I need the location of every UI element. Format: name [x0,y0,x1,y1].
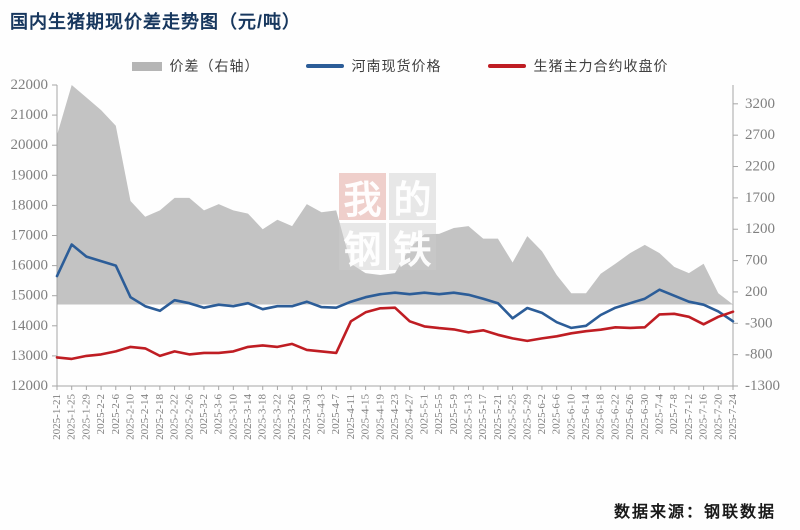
x-axis-date-label: 2025-1-21 [51,394,63,440]
chart-title: 国内生猪期现价差走势图（元/吨） [10,12,301,32]
left-axis-tick-label: 13000 [11,348,49,364]
x-axis-date-label: 2025-6-18 [595,394,607,440]
x-axis-date-label: 2025-6-30 [639,394,651,440]
right-axis-tick-label: -800 [745,347,773,363]
x-axis-date-label: 2025-6-14 [580,394,592,440]
x-axis-date-label: 2025-7-4 [654,394,666,435]
x-axis-date-label: 2025-4-3 [316,394,328,435]
left-axis-tick-label: 22000 [11,77,49,93]
x-axis-date-label: 2025-2-18 [154,394,166,440]
x-axis-date-label: 2025-5-29 [521,394,533,440]
x-axis-date-label: 2025-4-11 [345,394,357,439]
left-line-series [55,243,735,330]
right-axis-tick-label: 2200 [745,159,775,175]
x-axis-date-label: 2025-5-9 [448,394,460,435]
spot-line-swatch [305,64,344,68]
x-axis-date-label: 2025-2-14 [139,394,151,440]
x-axis-date-label: 2025-7-24 [727,394,739,440]
left-axis-tick-label: 16000 [11,258,49,274]
x-axis-date-label: 2025-6-10 [565,394,577,440]
right-axis-tick-label: 3200 [745,96,775,112]
left-axis-tick-label: 21000 [11,107,49,123]
x-axis-date-label: 2025-5-21 [492,394,504,440]
x-axis-date-label: 2025-3-18 [257,394,269,440]
legend-label-spread: 价差（右轴） [169,58,260,74]
legend-label-futures: 生猪主力合约收盘价 [533,58,669,74]
x-axis-date-label: 2025-3-10 [227,394,239,440]
data-source-note: 数据来源：钢联数据 [613,504,776,521]
left-axis-tick-label: 18000 [11,197,49,213]
x-axis-date-label: 2025-7-12 [683,394,695,440]
right-axis-tick-label: 700 [745,253,768,269]
x-axis-date-label: 2025-5-5 [433,394,445,435]
x-axis-date-label: 2025-3-22 [271,394,283,440]
x-axis-date-label: 2025-5-13 [462,394,474,440]
x-axis-date-label: 2025-5-17 [477,394,489,440]
legend-item-spot: 河南现货价格 [305,56,442,76]
x-axis-date-label: 2025-3-30 [301,394,313,440]
x-axis-date-label: 2025-3-6 [213,394,225,435]
x-axis-date-label: 2025-2-26 [183,394,195,440]
x-axis-date-label: 2025-4-27 [404,394,416,440]
x-axis-date-label: 2025-4-23 [389,394,401,440]
x-axis-date-label: 2025-7-16 [698,394,710,440]
x-axis-date-label: 2025-2-2 [95,394,107,434]
x-axis-date-label: 2025-7-20 [712,394,724,440]
left-line-series [55,306,735,361]
x-axis-date-label: 2025-2-10 [124,394,136,440]
x-axis-date-label: 2025-3-2 [198,394,210,434]
left-axis-tick-label: 19000 [11,167,49,183]
spread-area-series [57,85,733,305]
right-axis-tick-label: -300 [745,315,773,331]
futures-line-swatch [487,64,526,68]
x-axis-date-label: 2025-7-8 [668,394,680,435]
right-axis-tick-label: 1700 [745,190,775,206]
left-axis-tick-label: 20000 [11,137,49,153]
legend-item-spread: 价差（右轴） [131,56,260,76]
left-axis-tick-label: 14000 [11,318,49,334]
x-axis-date-label: 2025-4-19 [374,394,386,440]
spread-area-swatch [131,61,162,71]
x-axis-date-label: 2025-1-25 [66,394,78,440]
left-axis-tick-label: 15000 [11,288,49,304]
right-axis-tick-label: 2700 [745,127,775,143]
x-axis-date-label: 2025-6-6 [551,394,563,435]
x-axis-date-label: 2025-5-25 [507,394,519,440]
legend: 价差（右轴） 河南现货价格 生猪主力合约收盘价 [0,56,800,76]
x-axis-date-label: 2025-2-6 [110,394,122,435]
right-axis-tick-label: 1200 [745,221,775,237]
x-axis-date-label: 2025-1-29 [80,394,92,440]
right-axis-tick-label: 200 [745,284,768,300]
x-axis-date-label: 2025-4-7 [330,394,342,435]
x-axis-date-label: 2025-3-14 [242,394,254,440]
legend-label-spot: 河南现货价格 [351,58,442,74]
right-axis-tick-label: -1300 [745,378,780,394]
left-axis-tick-label: 17000 [11,228,49,244]
x-axis-date-label: 2025-6-2 [536,394,548,434]
x-axis-date-label: 2025-5-1 [418,394,430,434]
left-axis-tick-label: 12000 [11,378,49,394]
x-axis-date-label: 2025-3-26 [286,394,298,440]
legend-item-futures: 生猪主力合约收盘价 [487,56,669,76]
x-axis-date-label: 2025-6-22 [609,394,621,440]
x-axis-date-label: 2025-2-22 [169,394,181,440]
x-axis-date-label: 2025-4-15 [360,394,372,440]
x-axis-date-label: 2025-6-26 [624,394,636,440]
